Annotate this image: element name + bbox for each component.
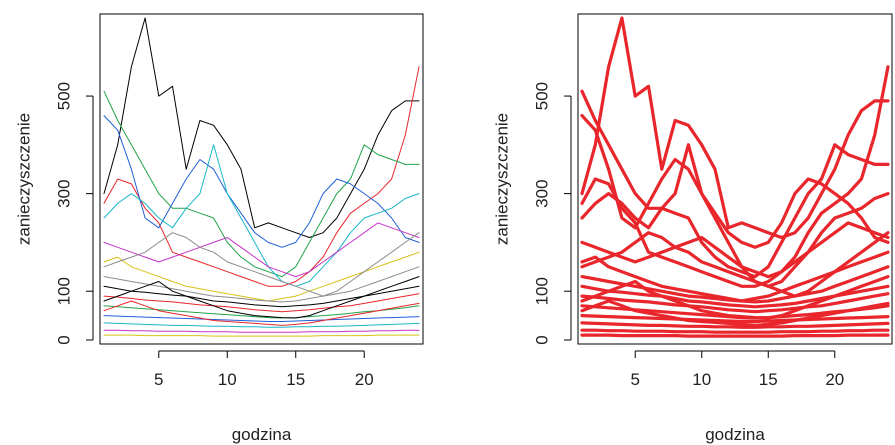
series-line-14 <box>580 328 890 334</box>
y-tick-label: 0 <box>532 335 551 344</box>
series-line-9 <box>580 284 890 309</box>
x-tick-label: 20 <box>825 370 844 389</box>
series-group <box>103 17 420 337</box>
y-axis-label: zanieczyszczenie <box>14 113 33 245</box>
series-line-8 <box>103 266 420 303</box>
series-line-4 <box>580 114 890 249</box>
series-line-18 <box>103 300 420 326</box>
y-tick-label: 100 <box>54 277 73 305</box>
series-line-17 <box>103 276 420 319</box>
series-line-12 <box>580 314 890 324</box>
x-tick-label: 5 <box>154 370 163 389</box>
y-tick-label: 300 <box>54 179 73 207</box>
y-tick-label: 500 <box>532 82 551 110</box>
y-tick-label: 0 <box>54 335 73 344</box>
x-tick-label: 20 <box>355 370 374 389</box>
series-line-12 <box>103 315 420 322</box>
series-line-10 <box>103 293 420 313</box>
series-line-3 <box>103 90 420 278</box>
series-line-10 <box>580 292 890 314</box>
y-tick-label: 300 <box>532 179 551 207</box>
series-line-13 <box>580 321 890 329</box>
x-tick-label: 15 <box>759 370 778 389</box>
series-group <box>580 16 890 338</box>
plot-frame <box>577 13 893 345</box>
series-line-17 <box>580 275 890 320</box>
series-line-18 <box>580 299 890 327</box>
series-line-15 <box>580 333 890 338</box>
x-tick-label: 10 <box>692 370 711 389</box>
series-line-2 <box>103 66 420 287</box>
x-axis-label: godzina <box>232 425 292 444</box>
series-line-14 <box>103 329 420 333</box>
x-tick-label: 5 <box>630 370 639 389</box>
plot-frame <box>99 13 424 345</box>
y-axis-label: zanieczyszczenie <box>492 113 511 245</box>
series-line-2 <box>580 65 890 288</box>
series-line-4 <box>103 115 420 248</box>
chart-panel-1: 5 10 15 20 0 100 300 500 godzina zanieczyszczenie <box>14 13 424 444</box>
series-line-13 <box>103 322 420 328</box>
series-line-9 <box>103 285 420 308</box>
series-line-8 <box>580 265 890 304</box>
series-line-6 <box>103 222 420 278</box>
x-tick-label: 10 <box>218 370 237 389</box>
series-line-1 <box>580 16 890 240</box>
x-tick-label: 15 <box>286 370 305 389</box>
series-line-3 <box>580 89 890 279</box>
series-line-16 <box>103 232 420 297</box>
series-line-16 <box>580 231 890 298</box>
series-line-7 <box>103 251 420 302</box>
series-line-5 <box>580 143 890 288</box>
x-axis-label: godzina <box>705 425 765 444</box>
series-line-5 <box>103 144 420 287</box>
chart-panel-2: 5 10 15 20 0 100 300 500 godzina zanieczyszczenie <box>492 13 893 444</box>
y-tick-label: 100 <box>532 277 551 305</box>
series-line-15 <box>103 334 420 337</box>
series-line-1 <box>103 17 420 238</box>
series-line-6 <box>580 221 890 279</box>
y-tick-label: 500 <box>54 82 73 110</box>
